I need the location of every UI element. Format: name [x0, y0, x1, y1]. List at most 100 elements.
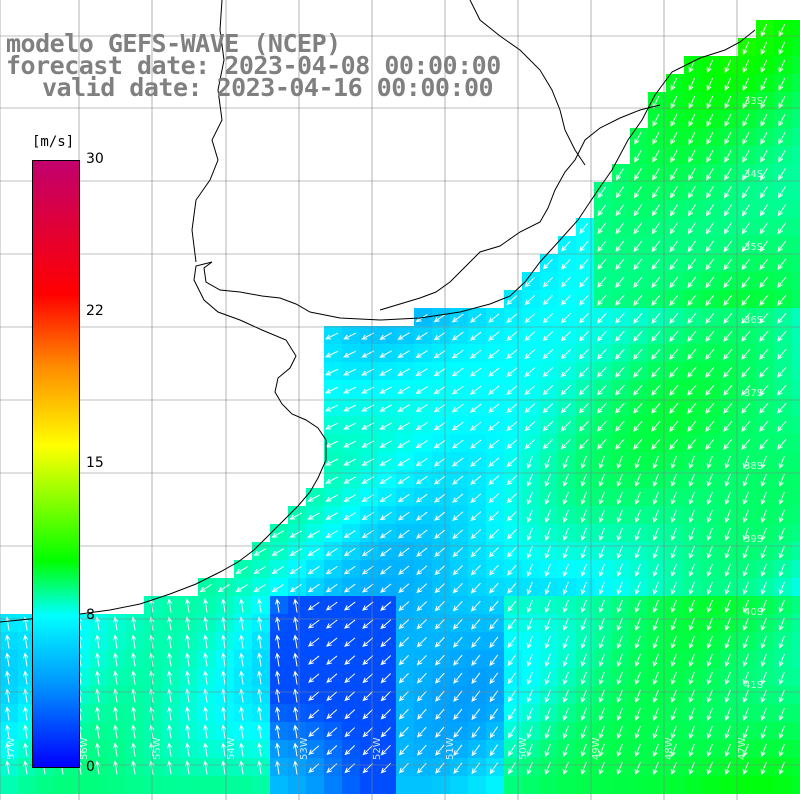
wind-arrow — [688, 635, 695, 650]
wind-arrow — [580, 671, 587, 686]
wind-arrow — [778, 491, 785, 506]
wind-arrow — [185, 742, 191, 757]
wind-cell — [594, 704, 612, 722]
wind-cell — [648, 632, 666, 650]
wind-arrow — [778, 59, 786, 73]
wind-cell — [792, 524, 800, 542]
wind-arrow — [724, 77, 732, 91]
wind-arrow — [652, 581, 659, 596]
longitude-label: 49W — [591, 737, 602, 760]
wind-cell — [630, 668, 648, 686]
wind-arrow — [379, 476, 392, 485]
wind-cell — [684, 488, 702, 506]
wind-arrow — [724, 113, 732, 127]
wind-cell — [702, 506, 720, 524]
wind-arrow — [343, 494, 356, 502]
wind-cell — [594, 632, 612, 650]
wind-arrow — [723, 258, 733, 271]
wind-cell — [162, 668, 180, 686]
wind-cell — [594, 470, 612, 488]
wind-arrow — [669, 348, 679, 360]
wind-arrow — [221, 634, 227, 649]
wind-cell — [792, 290, 800, 308]
wind-cell — [792, 542, 800, 560]
wind-cell — [666, 704, 684, 722]
wind-cell — [738, 56, 756, 74]
wind-arrow — [379, 458, 392, 466]
wind-arrow — [634, 725, 641, 740]
wind-arrow — [633, 186, 642, 199]
wind-cell — [162, 740, 180, 758]
wind-arrow — [688, 491, 695, 506]
wind-arrow — [257, 634, 263, 649]
wind-arrow — [453, 690, 463, 702]
wind-arrow — [670, 186, 678, 199]
wind-arrow — [397, 350, 410, 358]
wind-arrow — [741, 402, 751, 414]
wind-arrow — [379, 404, 392, 412]
wind-cell — [792, 164, 800, 182]
wind-arrow — [652, 617, 659, 632]
wind-cell — [216, 596, 234, 614]
wind-arrow — [257, 724, 263, 739]
wind-cell — [0, 686, 18, 704]
wind-arrow — [544, 473, 551, 488]
wind-arrow — [651, 186, 660, 199]
wind-arrow — [580, 509, 587, 524]
wind-arrow — [652, 527, 659, 542]
wind-cell — [540, 650, 558, 668]
wind-arrow — [415, 493, 428, 503]
wind-cell — [648, 542, 666, 560]
wind-arrow — [344, 691, 356, 702]
wind-cell — [216, 650, 234, 668]
wind-arrow — [651, 348, 661, 360]
wind-arrow — [614, 348, 625, 360]
wind-cell — [234, 632, 252, 650]
wind-arrow — [5, 742, 11, 757]
wind-arrow — [706, 599, 713, 614]
wind-arrow — [615, 168, 624, 181]
wind-arrow — [95, 634, 101, 649]
wind-cell — [594, 614, 612, 632]
wind-arrow — [597, 258, 607, 270]
wind-cell — [522, 614, 540, 632]
wind-arrow — [379, 386, 392, 394]
wind-arrow — [688, 725, 695, 740]
wind-arrow — [398, 601, 410, 612]
wind-arrow — [580, 455, 587, 470]
wind-cell — [792, 650, 800, 668]
wind-arrow — [308, 655, 320, 665]
wind-arrow — [760, 545, 767, 560]
wind-arrow — [326, 637, 338, 647]
wind-cell — [702, 74, 720, 92]
wind-arrow — [293, 706, 299, 721]
wind-arrow — [759, 312, 769, 324]
wind-arrow — [634, 509, 641, 524]
wind-arrow — [598, 743, 605, 758]
wind-arrow — [759, 258, 769, 271]
wind-arrow — [651, 240, 661, 253]
wind-arrow — [580, 761, 587, 776]
wind-cell — [198, 614, 216, 632]
wind-arrow — [113, 724, 119, 739]
wind-cell — [288, 686, 306, 704]
wind-cell — [378, 776, 396, 794]
wind-cell — [666, 686, 684, 704]
wind-arrow — [760, 707, 767, 722]
wind-cell — [594, 776, 612, 794]
wind-arrow — [688, 168, 696, 181]
wind-cell — [270, 686, 288, 704]
wind-arrow — [398, 708, 409, 720]
wind-arrow — [469, 403, 482, 413]
wind-cell — [126, 632, 144, 650]
wind-cell — [540, 722, 558, 740]
wind-cell — [792, 776, 800, 794]
wind-cell — [18, 650, 36, 668]
wind-arrow — [706, 761, 713, 776]
wind-arrow — [203, 616, 209, 631]
wind-arrow — [670, 635, 677, 650]
wind-arrow — [634, 491, 641, 506]
wind-arrow — [670, 527, 677, 542]
wind-arrow — [616, 635, 623, 650]
wind-arrow — [433, 493, 446, 503]
